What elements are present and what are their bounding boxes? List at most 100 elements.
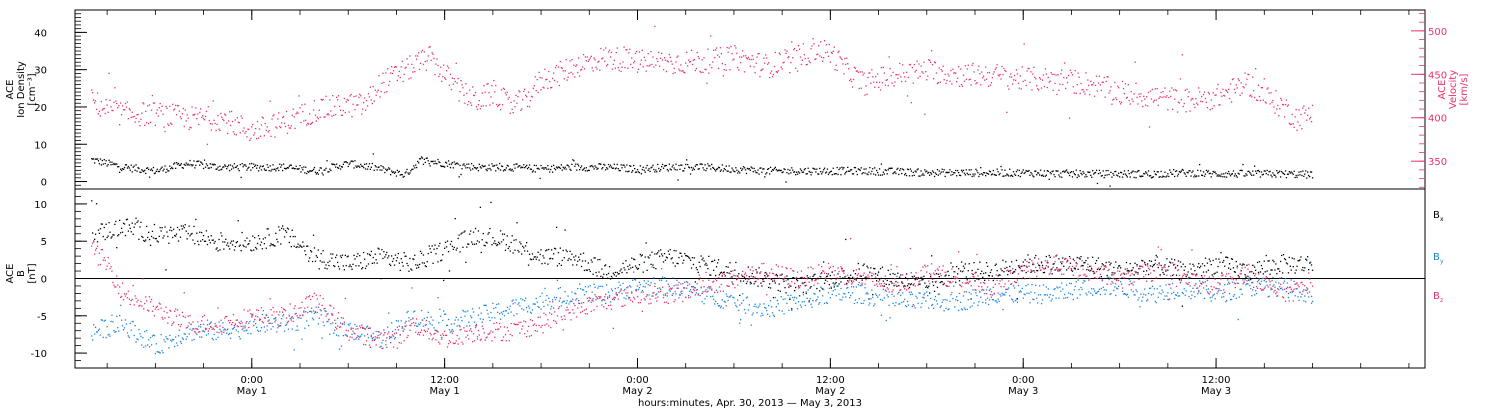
ion-density-series-point <box>395 172 396 173</box>
series-bx-point <box>693 264 694 265</box>
series-bx-point <box>722 275 723 276</box>
series-by-point <box>1224 284 1225 285</box>
series-bx-point <box>573 257 574 258</box>
velocity-series-point <box>820 41 821 42</box>
series-bx-point <box>877 275 878 276</box>
ion-density-series-point <box>304 172 305 173</box>
series-bx-point <box>197 241 198 242</box>
series-by-point <box>334 330 335 331</box>
ion-density-series-point <box>260 166 261 167</box>
velocity-series-point <box>862 71 863 72</box>
velocity-series-point <box>1150 90 1151 91</box>
velocity-series-point <box>411 64 412 65</box>
velocity-series-point <box>661 53 662 54</box>
ion-density-series-point <box>356 167 357 168</box>
series-by-point <box>177 345 178 346</box>
series-by-point <box>246 329 247 330</box>
ion-density-series-point <box>1193 176 1194 177</box>
velocity-series-point <box>1242 93 1243 94</box>
velocity-series-point <box>920 66 921 67</box>
velocity-series-point <box>1132 99 1133 100</box>
series-bx-point <box>95 234 96 235</box>
velocity-series-point <box>1031 89 1032 90</box>
series-bx-point <box>769 283 770 284</box>
series-by-point <box>154 335 155 336</box>
ion-density-series-point <box>683 170 684 171</box>
series-bx-point <box>786 275 787 276</box>
velocity-series-point <box>459 91 460 92</box>
series-bx-point <box>491 244 492 245</box>
series-by-point <box>793 299 794 300</box>
series-bx-point <box>1262 268 1263 269</box>
series-by-point <box>164 341 165 342</box>
velocity-series-point <box>273 114 274 115</box>
velocity-series-point <box>962 86 963 87</box>
series-bx-point <box>567 260 568 261</box>
ion-density-series-point <box>919 175 920 176</box>
velocity-series-point <box>350 95 351 96</box>
velocity-series-point <box>233 131 234 132</box>
series-by-point <box>646 283 647 284</box>
series-by-point <box>249 321 250 322</box>
series-bx-point <box>911 283 912 284</box>
ion-density-series-point <box>653 169 654 170</box>
velocity-series-point <box>217 115 218 116</box>
series-bx-point <box>436 248 437 249</box>
ion-density-series-point <box>966 169 967 170</box>
series-by-point <box>1040 294 1041 295</box>
ion-density-series-point <box>765 173 766 174</box>
velocity-series-point <box>780 54 781 55</box>
ion-density-series-point <box>161 168 162 169</box>
series-by-point <box>880 299 881 300</box>
series-bx-point <box>952 266 953 267</box>
ion-density-series-point <box>226 168 227 169</box>
series-bx-point <box>377 263 378 264</box>
velocity-series-point <box>803 43 804 44</box>
series-bx-point <box>196 233 197 234</box>
ion-density-series-point <box>459 165 460 166</box>
series-bx-point <box>482 239 483 240</box>
series-bx-point <box>146 226 147 227</box>
series-bx-point <box>766 273 767 274</box>
series-bx-point <box>591 259 592 260</box>
series-by-point <box>1129 279 1130 280</box>
velocity-series-point <box>1076 93 1077 94</box>
velocity-series-point <box>1174 99 1175 100</box>
ion-density-series-point <box>257 165 258 166</box>
series-bx-point <box>1170 262 1171 263</box>
series-bx-point <box>122 232 123 233</box>
series-bx-point <box>1029 259 1030 260</box>
series-by-point <box>559 300 560 301</box>
series-by-point <box>449 329 450 330</box>
ion-density-series-point <box>1279 171 1280 172</box>
series-bx-point <box>422 262 423 263</box>
series-bx-point <box>673 262 674 263</box>
series-by-point <box>1014 287 1015 288</box>
velocity-series-point <box>475 92 476 93</box>
velocity-series-point <box>174 108 175 109</box>
velocity-series-point <box>1304 112 1305 113</box>
velocity-series-point <box>178 105 179 106</box>
velocity-series-point <box>211 129 212 130</box>
ion-density-series-point <box>233 167 234 168</box>
velocity-series-point <box>1189 110 1190 111</box>
ion-density-series-point <box>433 163 434 164</box>
velocity-series-point <box>859 88 860 89</box>
series-bx-point <box>656 253 657 254</box>
series-bx-point <box>1100 268 1101 269</box>
velocity-series-point <box>468 101 469 102</box>
ion-density-series-point <box>355 166 356 167</box>
series-bx-point <box>992 276 993 277</box>
ion-density-series-point <box>319 170 320 171</box>
ion-density-series-point <box>1251 175 1252 176</box>
series-by-point <box>344 324 345 325</box>
ion-density-series-point <box>838 169 839 170</box>
ion-density-series-point <box>990 171 991 172</box>
series-by-point <box>675 291 676 292</box>
velocity-series-point <box>664 57 665 58</box>
ion-density-series-point <box>1312 177 1313 178</box>
ion-density-series-point <box>672 166 673 167</box>
velocity-series-point <box>650 51 651 52</box>
series-bx-point <box>316 255 317 256</box>
series-by-point <box>395 337 396 338</box>
